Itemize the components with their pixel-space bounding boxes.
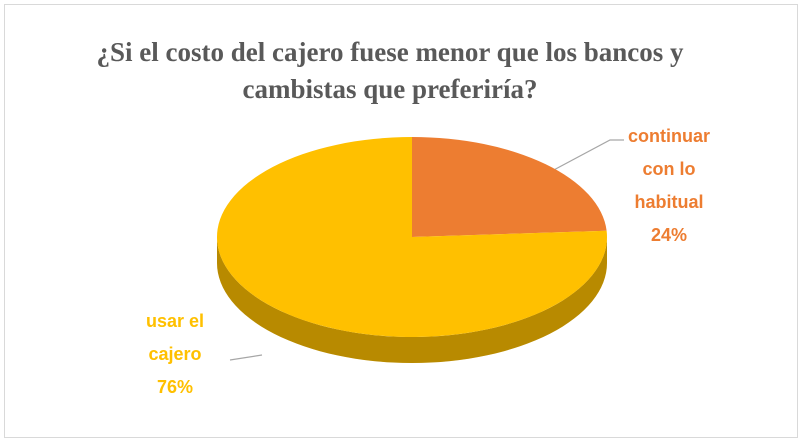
value-label: 76% (156, 377, 194, 397)
data-label: continuar con lo habitual 24% (616, 120, 722, 252)
slice-side-shade (217, 237, 607, 363)
chart-border (4, 4, 798, 438)
data-label: usar el cajero 76% (130, 305, 220, 404)
leader-line (229, 354, 263, 361)
slice (412, 137, 607, 237)
slice-side (217, 237, 607, 363)
category-label: continuar con lo habitual (627, 126, 710, 212)
leader-line (534, 139, 624, 181)
chart-title: ¿Si el costo del cajero fuese menor que … (96, 37, 684, 104)
category-label: usar el cajero (145, 311, 205, 364)
slice (217, 137, 608, 337)
value-label: 24% (650, 225, 688, 245)
